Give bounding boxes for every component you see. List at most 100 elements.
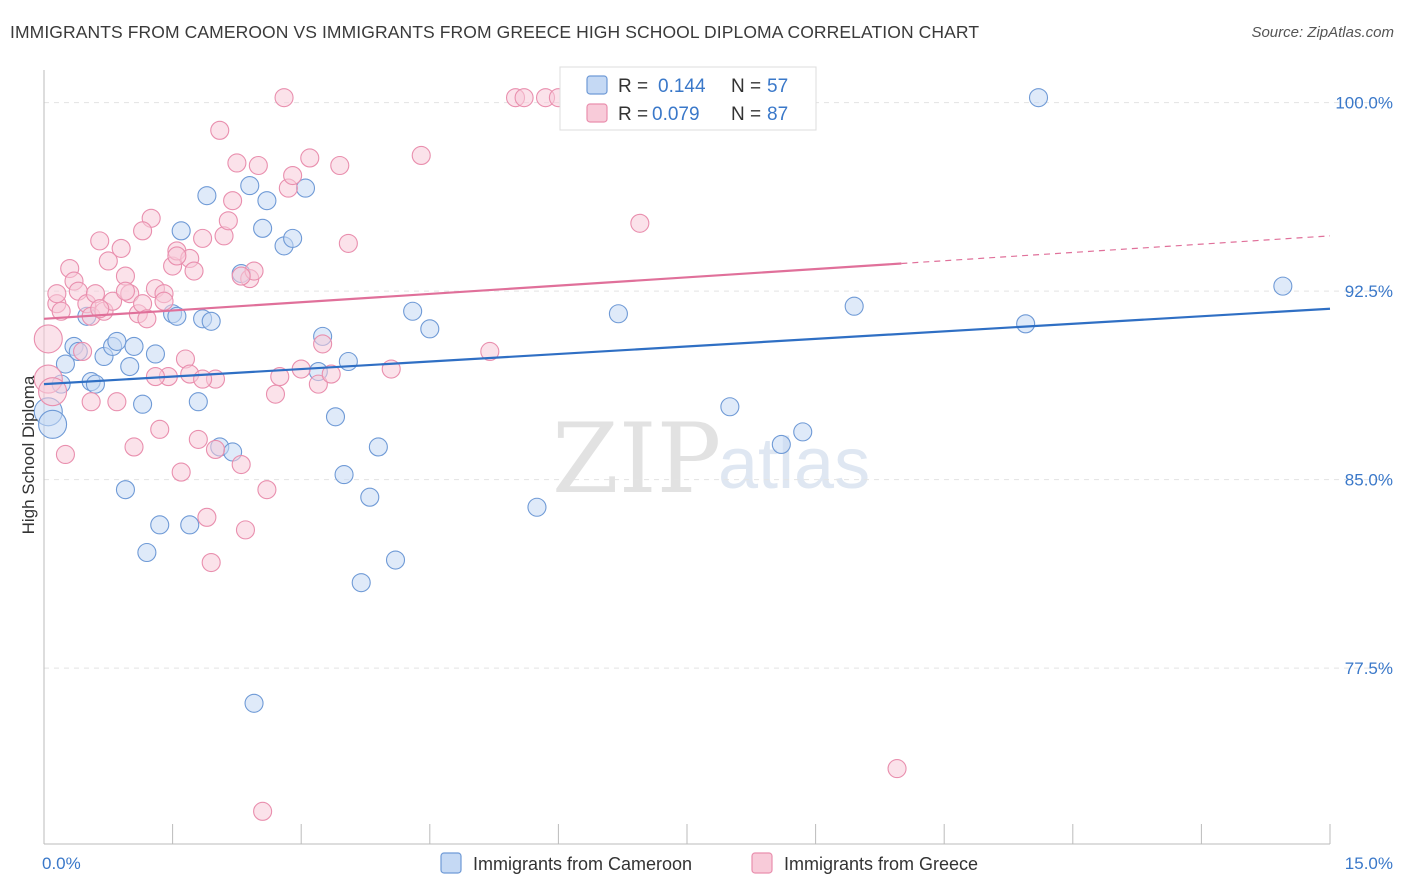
cameroon-point[interactable] (844, 296, 864, 316)
greece-point[interactable] (167, 246, 187, 266)
greece-point[interactable] (38, 377, 68, 407)
greece-point[interactable] (223, 191, 243, 211)
greece-point[interactable] (47, 284, 67, 304)
greece-point[interactable] (514, 88, 534, 108)
greece-point[interactable] (73, 341, 93, 362)
greece-point[interactable] (90, 231, 110, 251)
cameroon-point[interactable] (201, 311, 221, 331)
cameroon-point[interactable] (1028, 88, 1049, 108)
cameroon-point[interactable] (360, 487, 380, 507)
cameroon-point[interactable] (385, 550, 406, 570)
greece-point[interactable] (338, 233, 358, 253)
greece-point[interactable] (248, 155, 268, 176)
cameroon-point[interactable] (167, 306, 187, 326)
greece-point[interactable] (98, 251, 118, 271)
trend-line-greece (43, 262, 902, 320)
cameroon-point[interactable] (197, 186, 217, 206)
greece-point[interactable] (51, 301, 71, 321)
cameroon-point[interactable] (1016, 314, 1036, 334)
cameroon-point[interactable] (180, 515, 200, 535)
greece-point[interactable] (253, 801, 273, 821)
greece-point[interactable] (411, 145, 431, 165)
cameroon-point[interactable] (420, 319, 440, 339)
greece-point[interactable] (265, 384, 286, 404)
cameroon-point[interactable] (1273, 276, 1293, 296)
cameroon-point[interactable] (338, 351, 358, 372)
greece-point[interactable] (154, 291, 174, 311)
cameroon-point[interactable] (334, 465, 354, 485)
cameroon-point[interactable] (133, 394, 153, 414)
greece-point[interactable] (218, 211, 238, 231)
series-legend-label-greece[interactable]: Immigrants from Greece (784, 854, 978, 874)
greece-point[interactable] (274, 88, 294, 108)
cameroon-point[interactable] (115, 480, 135, 500)
y-tick-label-2: 85.0% (1345, 471, 1393, 490)
greece-point[interactable] (235, 520, 256, 540)
cameroon-point[interactable] (137, 542, 157, 563)
greece-point[interactable] (90, 299, 110, 319)
greece-point[interactable] (257, 480, 277, 500)
greece-point[interactable] (188, 429, 208, 449)
cameroon-point[interactable] (325, 407, 346, 427)
cameroon-point[interactable] (403, 301, 423, 321)
greece-point[interactable] (115, 281, 135, 301)
greece-point[interactable] (193, 369, 213, 389)
greece-point[interactable] (313, 334, 333, 354)
cameroon-point[interactable] (124, 336, 144, 356)
cameroon-point[interactable] (720, 397, 740, 417)
series-legend-label-cameroon[interactable]: Immigrants from Cameroon (473, 854, 692, 874)
greece-point[interactable] (111, 238, 131, 258)
cameroon-point[interactable] (38, 409, 68, 439)
cameroon-point[interactable] (55, 354, 75, 374)
cameroon-point[interactable] (283, 228, 303, 248)
cameroon-point[interactable] (150, 515, 170, 535)
greece-point[interactable] (197, 507, 217, 527)
cameroon-point[interactable] (527, 497, 547, 517)
greece-point[interactable] (283, 165, 303, 186)
cameroon-point[interactable] (351, 573, 371, 593)
greece-point[interactable] (33, 324, 63, 354)
greece-point[interactable] (321, 364, 341, 384)
legend-r-value-greece: 0.079 (652, 104, 700, 125)
cameroon-point[interactable] (608, 304, 628, 324)
greece-point[interactable] (124, 437, 144, 457)
greece-point[interactable] (227, 153, 247, 173)
greece-point[interactable] (210, 120, 230, 140)
greece-point[interactable] (171, 462, 191, 482)
greece-point[interactable] (630, 213, 650, 233)
greece-point[interactable] (270, 367, 290, 387)
cameroon-point[interactable] (257, 191, 277, 211)
greece-point[interactable] (193, 228, 213, 248)
greece-point[interactable] (81, 392, 101, 412)
cameroon-point[interactable] (145, 344, 166, 364)
watermark-atlas: atlas (718, 424, 870, 504)
greece-point[interactable] (133, 221, 153, 241)
greece-point[interactable] (205, 439, 226, 460)
greece-point[interactable] (231, 266, 251, 286)
cameroon-point[interactable] (171, 221, 191, 241)
greece-point[interactable] (330, 155, 350, 176)
cameroon-point[interactable] (85, 374, 105, 394)
cameroon-point[interactable] (253, 218, 273, 238)
cameroon-point[interactable] (240, 176, 260, 196)
cameroon-point[interactable] (771, 434, 791, 454)
cameroon-point[interactable] (188, 392, 208, 412)
series-legend-swatch-cameroon[interactable] (440, 852, 462, 874)
cameroon-point[interactable] (793, 422, 813, 442)
greece-point[interactable] (55, 444, 75, 465)
greece-point[interactable] (107, 392, 127, 412)
cameroon-point[interactable] (107, 331, 127, 351)
cameroon-point[interactable] (120, 356, 140, 377)
greece-point[interactable] (231, 454, 251, 475)
greece-point[interactable] (201, 552, 221, 573)
greece-point[interactable] (184, 261, 204, 281)
greece-point[interactable] (308, 374, 328, 394)
greece-point[interactable] (887, 759, 907, 779)
greece-point[interactable] (150, 419, 170, 439)
greece-point[interactable] (137, 309, 157, 329)
greece-point[interactable] (480, 341, 500, 362)
greece-point[interactable] (300, 148, 320, 168)
cameroon-point[interactable] (368, 437, 388, 457)
series-legend-swatch-greece[interactable] (751, 852, 773, 874)
cameroon-point[interactable] (244, 693, 264, 713)
